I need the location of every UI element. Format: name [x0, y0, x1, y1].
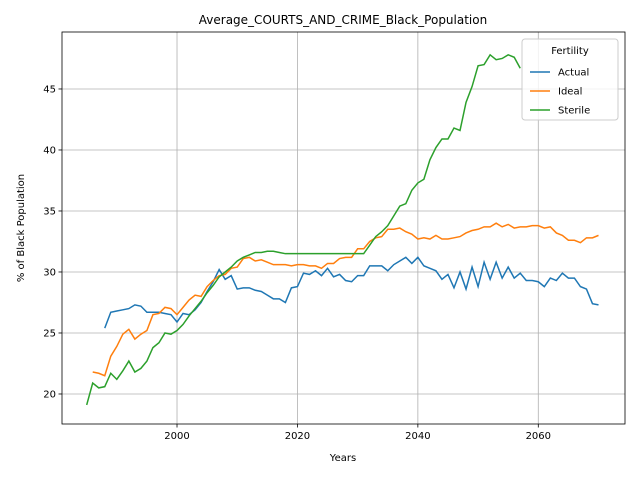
x-tick-label: 2020	[285, 431, 310, 442]
y-tick-label: 40	[43, 145, 56, 156]
y-tick-label: 25	[43, 328, 56, 339]
x-axis-label: Years	[329, 453, 356, 464]
chart-title: Average_COURTS_AND_CRIME_Black_Populatio…	[199, 13, 487, 27]
y-tick-label: 30	[43, 267, 56, 278]
y-axis-label: % of Black Population	[16, 174, 27, 282]
y-tick-label: 35	[43, 206, 56, 217]
legend-label: Actual	[558, 68, 589, 79]
legend-title: Fertility	[551, 46, 589, 57]
line	[92, 222, 599, 377]
legend-label: Ideal	[558, 87, 582, 98]
line	[104, 256, 599, 329]
y-tick-label: 20	[43, 389, 56, 400]
legend: Fertility Actual Ideal Sterile	[521, 38, 619, 121]
y-tick-label: 45	[43, 84, 56, 95]
plot-frame	[61, 31, 626, 425]
x-tick-label: 2000	[164, 431, 189, 442]
legend-label: Sterile	[558, 106, 590, 117]
x-tick-label: 2040	[405, 431, 430, 442]
x-tick-label: 2060	[526, 431, 551, 442]
line	[85, 53, 521, 406]
legend-box	[521, 38, 619, 121]
